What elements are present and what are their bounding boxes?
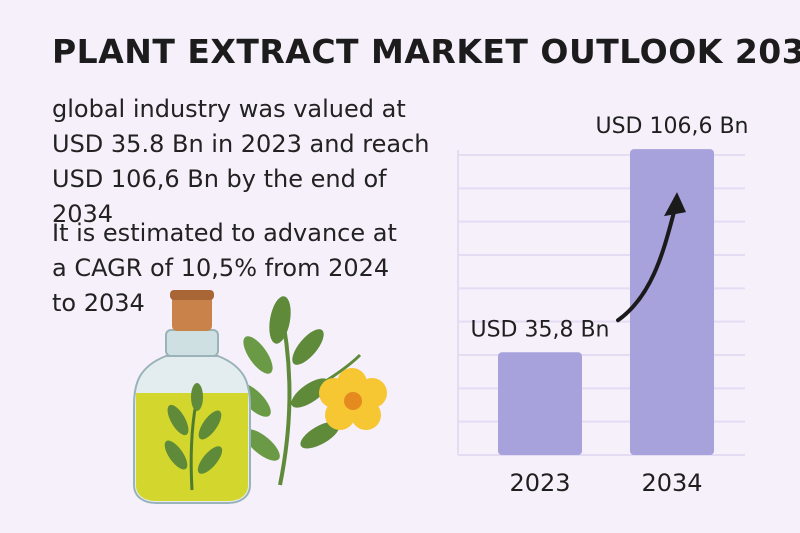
chart-bars: [498, 149, 714, 455]
x-tick-2034: 2034: [641, 469, 702, 497]
cagr-text: It is estimated to advance at a CAGR of …: [52, 219, 397, 317]
page-title: PLANT EXTRACT MARKET OUTLOOK 2034: [52, 32, 800, 71]
plant-extract-illustration: [133, 290, 387, 504]
data-label-2023: USD 35,8 Bn: [470, 317, 609, 342]
chart-labels: USD 35,8 Bn USD 106,6 Bn: [470, 114, 748, 342]
chart-x-ticks: 2023 2034: [509, 469, 702, 497]
arrow-head: [664, 192, 686, 217]
data-label-2034: USD 106,6 Bn: [595, 114, 748, 139]
branch-icon: [237, 296, 362, 486]
market-value-text: global industry was valued at USD 35.8 B…: [52, 95, 430, 228]
growth-arrow-icon: [616, 192, 686, 323]
arrow-shaft: [616, 210, 676, 323]
bar-2023: [498, 352, 582, 455]
oil-bottle-icon: [133, 290, 251, 504]
x-tick-2023: 2023: [509, 469, 570, 497]
bar-2034: [630, 149, 714, 455]
market-bar-chart: USD 35,8 Bn USD 106,6 Bn 2023 2034: [457, 114, 749, 497]
flower-icon: [319, 368, 387, 430]
